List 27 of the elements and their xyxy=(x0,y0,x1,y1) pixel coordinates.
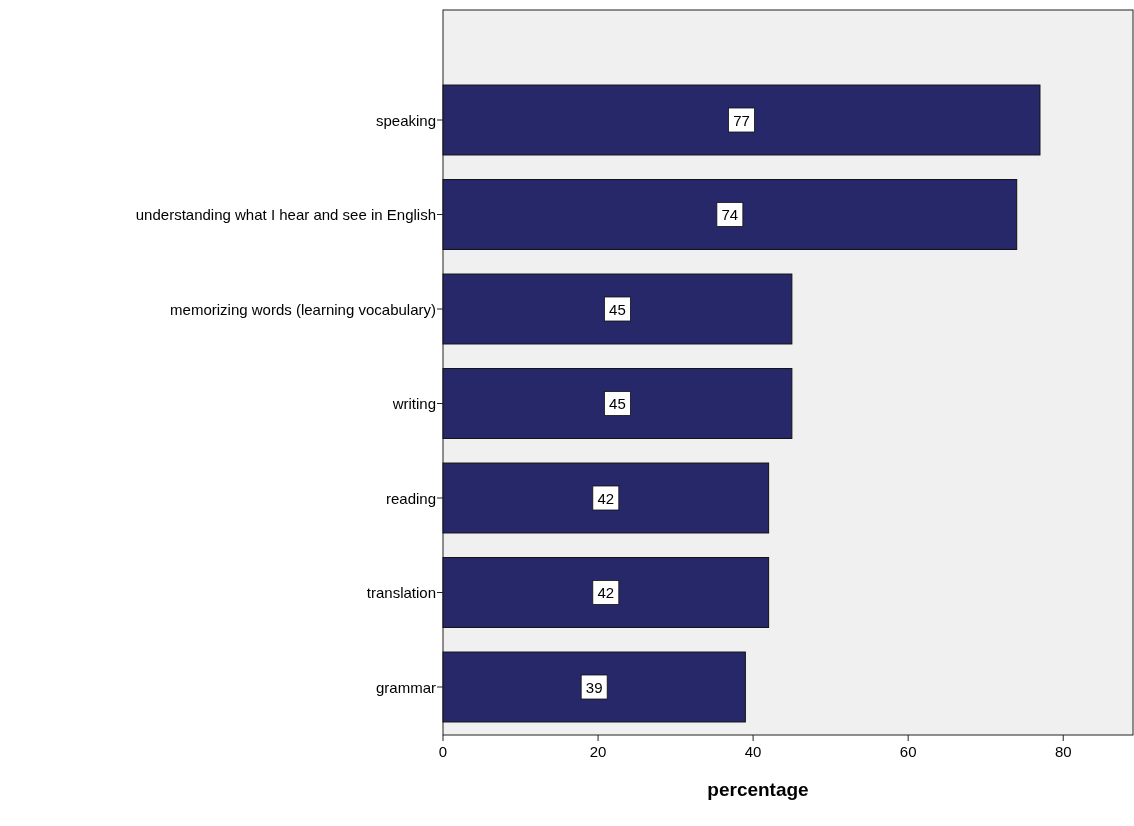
x-axis-title: percentage xyxy=(707,779,809,800)
bar xyxy=(442,179,1018,250)
y-tick-label: memorizing words (learning vocabulary) xyxy=(170,300,436,318)
y-tick-label: understanding what I hear and see in English xyxy=(135,206,436,223)
bar xyxy=(442,557,770,628)
data-label: 77 xyxy=(733,111,750,129)
data-label: 42 xyxy=(597,489,615,507)
y-tick-label: translation xyxy=(366,584,436,601)
data-label: 42 xyxy=(597,584,615,601)
x-tick-label: 40 xyxy=(744,743,762,760)
x-tick-label: 0 xyxy=(438,743,448,760)
data-label: 39 xyxy=(585,678,603,696)
y-tick-label: grammar xyxy=(375,678,436,696)
data-label: 45 xyxy=(609,395,626,412)
x-tick-label: 20 xyxy=(589,743,607,760)
y-tick-label: reading xyxy=(385,489,436,507)
x-tick-label: 80 xyxy=(1054,743,1072,760)
bar xyxy=(442,651,746,723)
data-label: 45 xyxy=(609,300,626,318)
x-tick-label: 60 xyxy=(899,743,917,760)
y-tick-label: speaking xyxy=(375,111,436,129)
bar xyxy=(442,368,793,439)
bar xyxy=(442,273,793,345)
bar xyxy=(442,84,1041,156)
data-label: 74 xyxy=(721,206,739,223)
bar xyxy=(442,462,770,534)
y-tick-label: writing xyxy=(391,395,436,412)
